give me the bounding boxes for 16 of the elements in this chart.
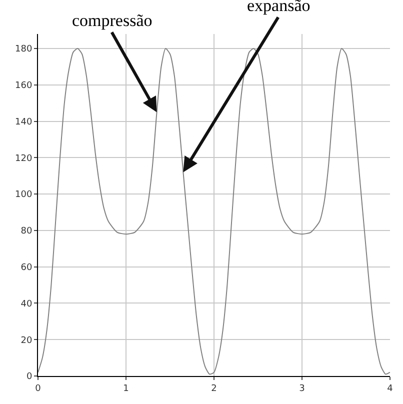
y-tick-label: 60 xyxy=(20,263,32,273)
y-tick-label: 80 xyxy=(20,226,32,237)
y-tick-label: 120 xyxy=(15,154,32,164)
y-tick-label: 160 xyxy=(15,81,32,92)
y-tick-label: 0 xyxy=(26,372,32,382)
y-tick-label: 140 xyxy=(15,117,32,128)
x-tick-label: 3 xyxy=(299,384,305,394)
y-tick-label: 40 xyxy=(20,299,32,310)
y-tick-label: 100 xyxy=(15,190,32,200)
annotation: compressão xyxy=(72,11,152,30)
x-tick-label: 4 xyxy=(387,384,394,394)
x-tick-label: 0 xyxy=(35,384,42,394)
x-tick-label: 2 xyxy=(211,384,217,394)
y-tick-label: 20 xyxy=(20,336,32,346)
y-tick-label: 180 xyxy=(15,44,32,55)
x-tick-label: 1 xyxy=(123,384,129,394)
